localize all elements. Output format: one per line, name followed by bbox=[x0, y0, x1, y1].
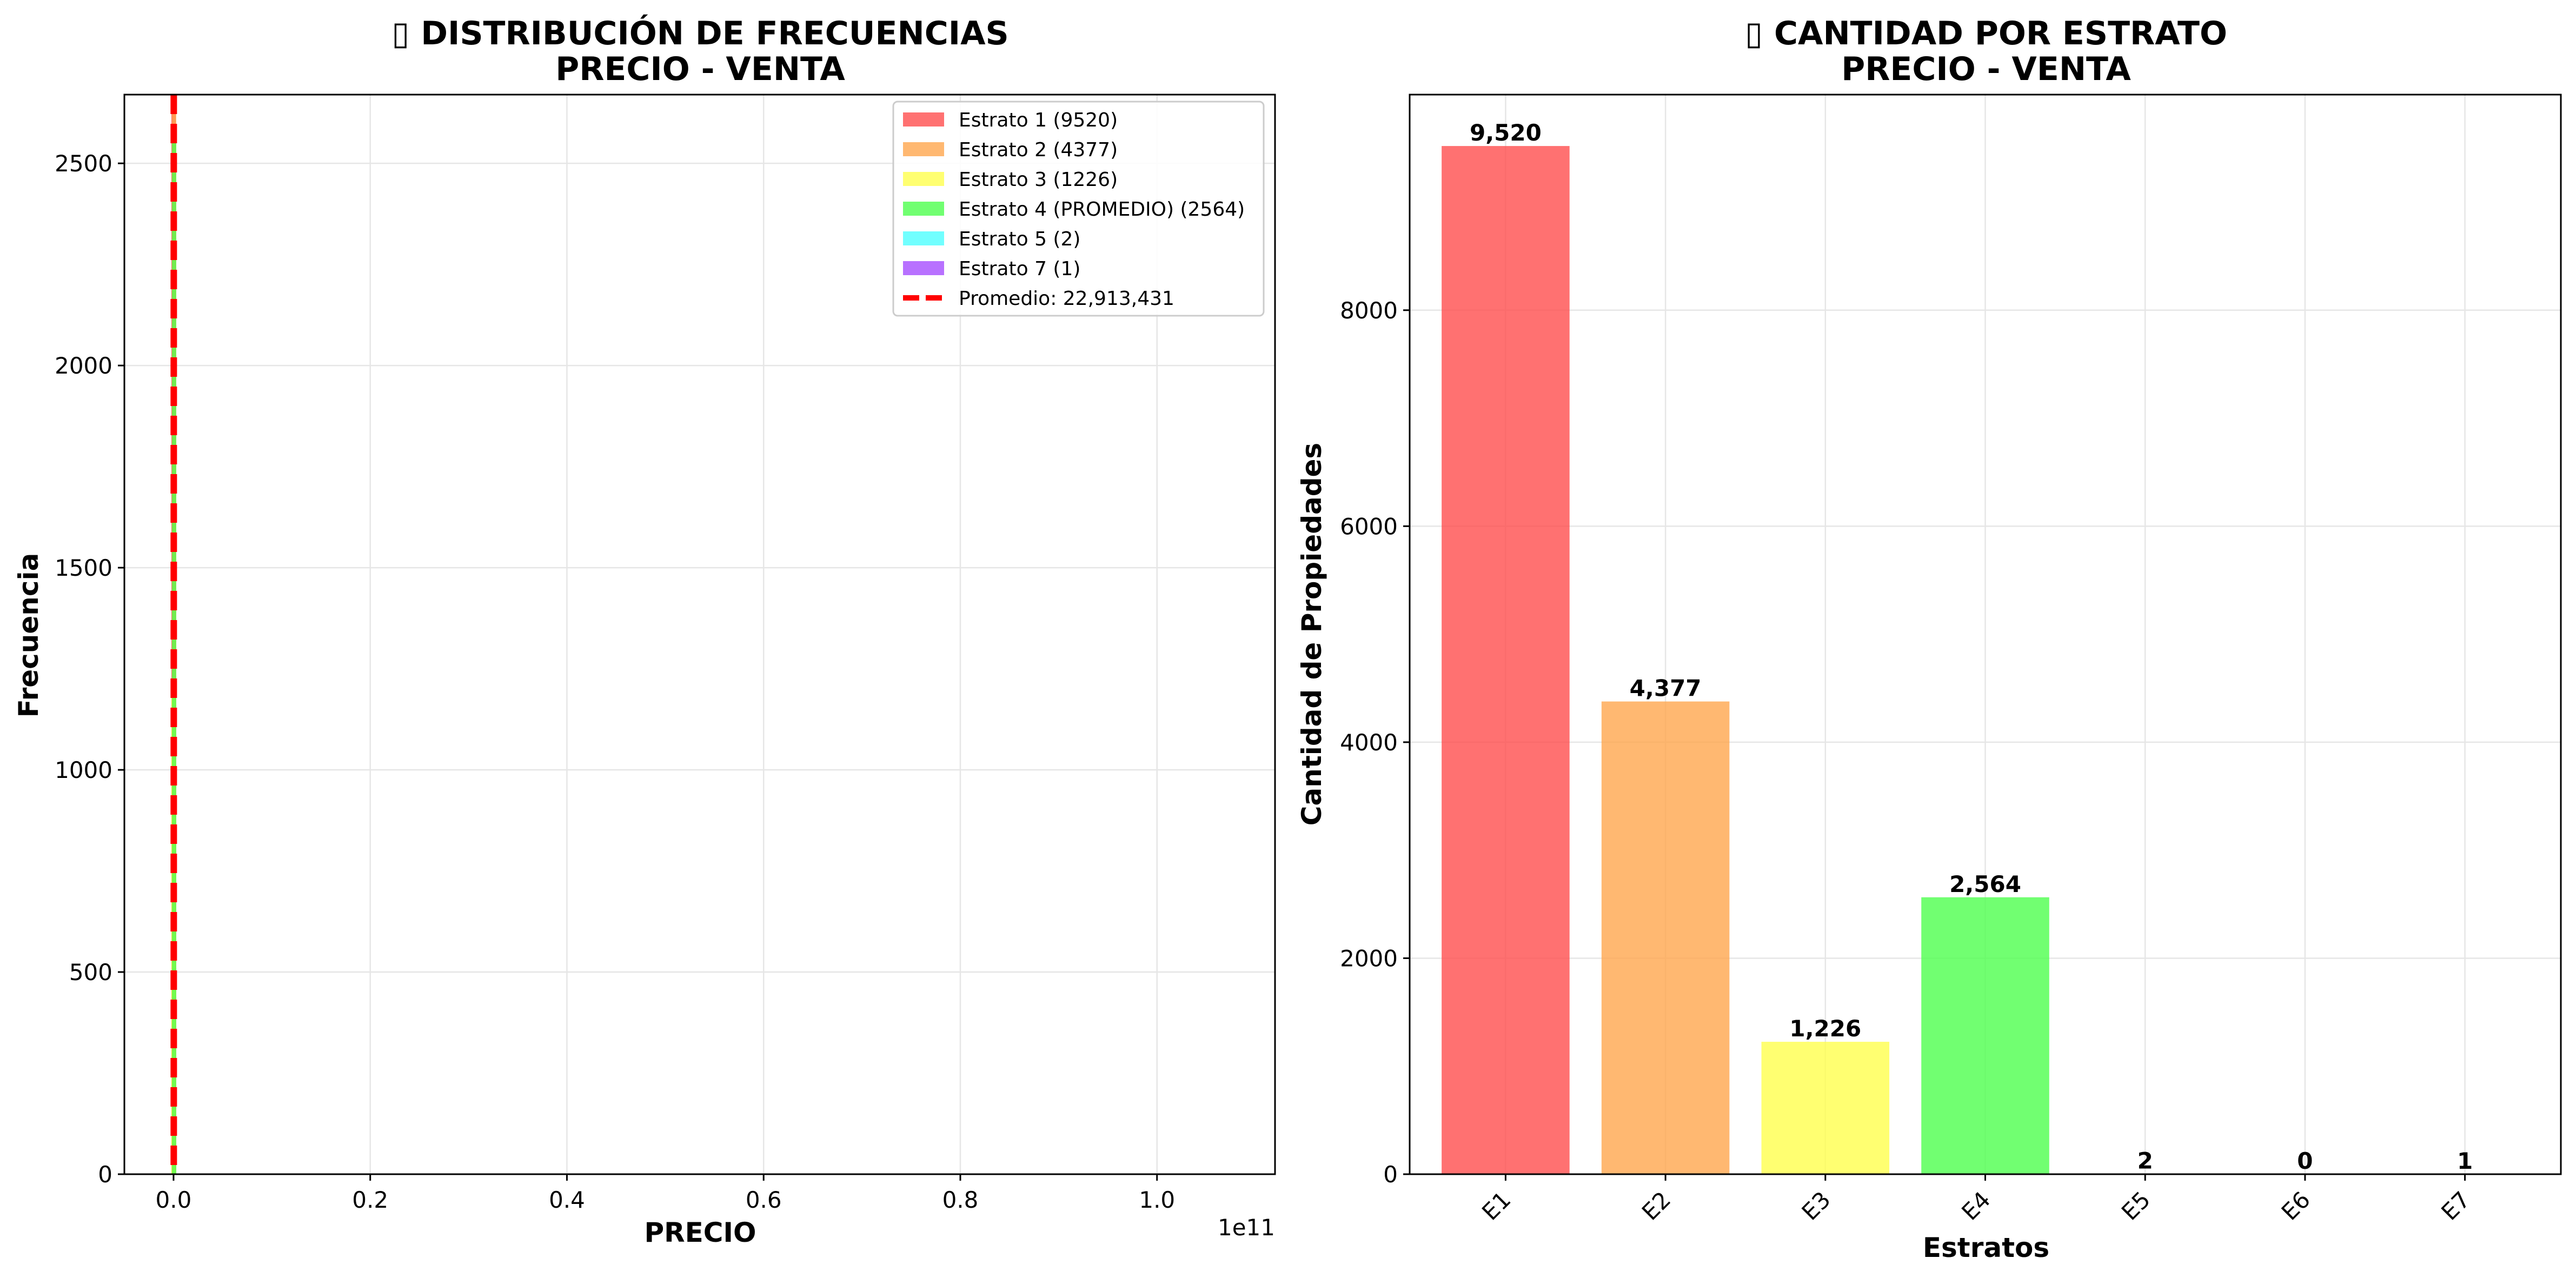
legend-box bbox=[892, 101, 1265, 317]
h-x-tick-label: 0.4 bbox=[549, 1187, 585, 1213]
b-x-tick-label: E2 bbox=[1637, 1186, 1676, 1225]
b-x-tick-label: E7 bbox=[2436, 1186, 2475, 1225]
histogram-legend: Estrato 1 (9520) Estrato 2 (4377) Estrato … bbox=[892, 101, 1265, 317]
legend-label: Estrato 4 (PROMEDIO) (2564) bbox=[959, 198, 1245, 221]
h-x-tick-label: 0.6 bbox=[746, 1187, 782, 1213]
legend-entries: Estrato 1 (9520) Estrato 2 (4377) Estrato … bbox=[903, 109, 1245, 310]
bar-chart-title-icon: ▯ bbox=[1745, 15, 1763, 52]
b-y-tick-label: 2000 bbox=[1340, 945, 1398, 971]
b-y-tick-label: 6000 bbox=[1340, 513, 1398, 540]
bar-chart-panel: ▯ CANTIDAD POR ESTRATO PRECIO - VENTA 0 2… bbox=[1296, 15, 2562, 1263]
bar-value-label: 2 bbox=[2137, 1148, 2153, 1174]
bar-chart-y-axis-label: Cantidad de Propiedades bbox=[1296, 443, 1327, 826]
legend-label: Estrato 7 (1) bbox=[959, 258, 1080, 280]
b-x-tick-label: E6 bbox=[2276, 1186, 2315, 1225]
bar-chart-bars bbox=[1442, 146, 2529, 1175]
bar-value-label: 4,377 bbox=[1630, 675, 1702, 702]
b-y-tick-label: 4000 bbox=[1340, 729, 1398, 756]
bar-e4 bbox=[1921, 897, 2049, 1174]
histogram-title-icon: ▯ bbox=[391, 15, 409, 52]
b-x-tick-label: E1 bbox=[1477, 1186, 1516, 1225]
h-y-tick-label: 2000 bbox=[55, 352, 112, 379]
histogram-panel: ▯ DISTRIBUCIÓN DE FRECUENCIAS PRECIO - V… bbox=[13, 14, 1276, 1248]
legend-label: Estrato 1 (9520) bbox=[959, 109, 1118, 131]
legend-swatch bbox=[903, 172, 944, 186]
bar-chart-title-line1: ▯ CANTIDAD POR ESTRATO bbox=[1745, 15, 2227, 52]
legend-swatch bbox=[903, 202, 944, 216]
histogram-title-line1: ▯ DISTRIBUCIÓN DE FRECUENCIAS bbox=[391, 14, 1008, 52]
legend-label: Estrato 5 (2) bbox=[959, 228, 1080, 250]
legend-label: Estrato 2 (4377) bbox=[959, 139, 1118, 161]
bar-chart-x-axis-label: Estratos bbox=[1923, 1232, 2049, 1263]
bar-value-label: 1 bbox=[2457, 1148, 2473, 1174]
bar-value-labels: 9,520 4,377 1,226 2,564 2 0 1 bbox=[1470, 119, 2473, 1174]
h-y-tick-label: 2500 bbox=[55, 150, 112, 177]
bar-value-label: 0 bbox=[2297, 1148, 2313, 1174]
h-y-tick-label: 1000 bbox=[55, 757, 112, 783]
bar-value-label: 1,226 bbox=[1789, 1015, 1861, 1042]
b-x-tick-label: E4 bbox=[1956, 1186, 1995, 1225]
h-x-tick-label: 1.0 bbox=[1139, 1187, 1175, 1213]
bar-e1 bbox=[1442, 146, 1570, 1175]
histogram-y-axis-label: Frecuencia bbox=[13, 553, 44, 718]
legend-swatch bbox=[903, 112, 944, 127]
histogram-x-offset-label: 1e11 bbox=[1218, 1214, 1275, 1241]
b-y-tick-label: 0 bbox=[1383, 1161, 1398, 1188]
b-x-tick-label: E3 bbox=[1797, 1186, 1836, 1225]
legend-swatch bbox=[903, 261, 944, 275]
legend-label: Promedio: 22,913,431 bbox=[959, 288, 1174, 310]
bar-chart-title-line2: PRECIO - VENTA bbox=[1841, 50, 2131, 88]
h-x-tick-label: 0.2 bbox=[352, 1187, 388, 1213]
h-y-tick-label: 0 bbox=[98, 1161, 112, 1188]
bar-value-label: 2,564 bbox=[1949, 871, 2021, 897]
b-y-tick-label: 8000 bbox=[1340, 297, 1398, 324]
histogram-title-line2: PRECIO - VENTA bbox=[555, 50, 845, 88]
b-x-tick-label: E5 bbox=[2116, 1186, 2155, 1225]
h-y-tick-label: 1500 bbox=[55, 555, 112, 581]
legend-label: Estrato 3 (1226) bbox=[959, 169, 1118, 191]
histogram-ticks: 0 500 1000 1500 2000 2500 0.0 0.2 0.4 0.6 0.8 1.0 bbox=[55, 150, 1175, 1213]
h-y-tick-label: 500 bbox=[69, 959, 112, 986]
histogram-x-axis-label: PRECIO bbox=[644, 1217, 756, 1248]
bar-value-label: 9,520 bbox=[1470, 119, 1542, 146]
histogram-plot-frame bbox=[123, 94, 1276, 1175]
h-x-tick-label: 0.0 bbox=[156, 1187, 192, 1213]
legend-swatch bbox=[903, 142, 944, 156]
bar-e2 bbox=[1601, 701, 1730, 1174]
bar-e3 bbox=[1761, 1042, 1890, 1174]
h-x-tick-label: 0.8 bbox=[942, 1187, 979, 1213]
legend-swatch bbox=[903, 231, 944, 245]
